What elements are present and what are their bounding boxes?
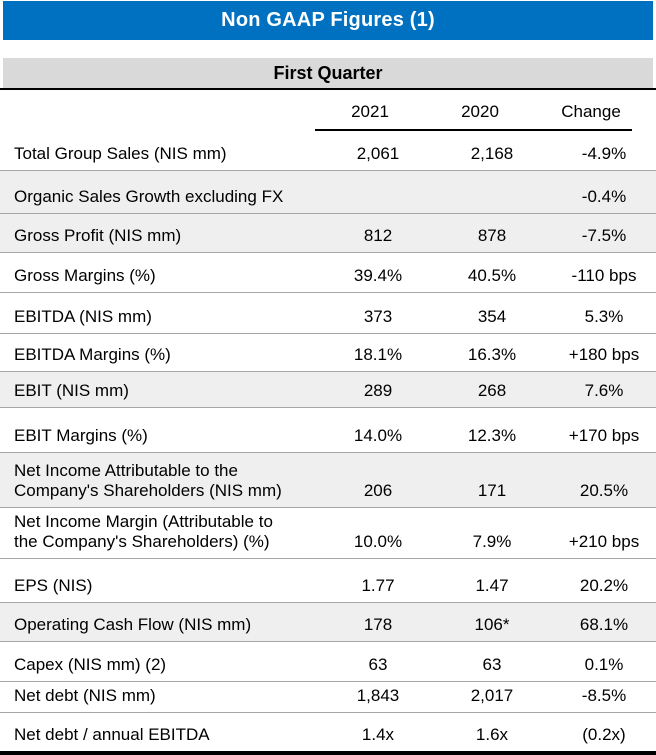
table-row: Total Group Sales (NIS mm) 2,061 2,168 -… — [0, 131, 656, 170]
period-header-band: First Quarter — [3, 58, 653, 88]
value-change: -0.4% — [581, 187, 627, 206]
value-2021: 14.0% — [353, 426, 403, 445]
table-row: Net Income Attributable to the Company's… — [0, 452, 656, 507]
row-label: Net Income Attributable to the Company's… — [14, 460, 282, 500]
spacer — [0, 40, 656, 58]
value-change: -7.5% — [581, 226, 627, 245]
value-2021: 39.4% — [353, 266, 403, 285]
row-label: EBITDA Margins (%) — [14, 344, 171, 364]
value-2021: 2,061 — [356, 144, 400, 163]
value-2021: 206 — [363, 481, 393, 500]
row-label: EBIT (NIS mm) — [14, 380, 129, 400]
value-2021: 812 — [363, 226, 393, 245]
table-row: EBITDA Margins (%) 18.1% 16.3% +180 bps — [0, 333, 656, 371]
value-change: +210 bps — [568, 532, 640, 551]
table-row: Gross Margins (%) 39.4% 40.5% -110 bps — [0, 252, 656, 292]
value-2020: 1.47 — [475, 576, 509, 595]
column-header-change: Change — [561, 102, 621, 121]
table-title-bar: Non GAAP Figures (1) — [3, 1, 653, 40]
value-change: 20.2% — [579, 576, 629, 595]
value-2020: 40.5% — [467, 266, 517, 285]
value-2020: 12.3% — [467, 426, 517, 445]
row-label: Gross Margins (%) — [14, 265, 156, 285]
table-title: Non GAAP Figures (1) — [221, 9, 435, 31]
value-2021: 178 — [363, 615, 393, 634]
value-2021: 289 — [363, 381, 393, 400]
row-label: Organic Sales Growth excluding FX — [14, 186, 284, 206]
value-change: +170 bps — [568, 426, 640, 445]
table-row: Net debt (NIS mm) 1,843 2,017 -8.5% — [0, 681, 656, 712]
value-2020: 2,017 — [470, 686, 514, 705]
value-change: 68.1% — [579, 615, 629, 634]
period-header: First Quarter — [273, 62, 383, 83]
value-change: (0.2x) — [582, 725, 626, 744]
value-2020: 171 — [477, 481, 507, 500]
table-row: Operating Cash Flow (NIS mm) 178 106* 68… — [0, 602, 656, 641]
value-2020: 2,168 — [470, 144, 514, 163]
table-row: Gross Profit (NIS mm) 812 878 -7.5% — [0, 213, 656, 252]
row-label: Net Income Margin (Attributable to the C… — [14, 511, 273, 551]
header-underline — [315, 129, 632, 131]
value-2020: 16.3% — [467, 345, 517, 364]
table-row: EPS (NIS) 1.77 1.47 20.2% — [0, 558, 656, 602]
value-change: 0.1% — [584, 655, 624, 674]
row-label: Gross Profit (NIS mm) — [14, 225, 182, 245]
value-change: 20.5% — [579, 481, 629, 500]
value-2020: 63 — [482, 655, 502, 674]
value-change: -110 bps — [571, 266, 637, 285]
value-2020: 268 — [477, 381, 507, 400]
table-row: EBITDA (NIS mm) 373 354 5.3% — [0, 292, 656, 333]
column-header-2021: 2021 — [351, 102, 389, 121]
value-2021: 373 — [363, 307, 393, 326]
value-change: 7.6% — [584, 381, 624, 400]
table-body: Total Group Sales (NIS mm) 2,061 2,168 -… — [0, 131, 656, 751]
row-label: EPS (NIS) — [14, 575, 93, 595]
value-2021 — [320, 207, 436, 213]
row-label: Operating Cash Flow (NIS mm) — [14, 614, 252, 634]
value-2021: 10.0% — [353, 532, 403, 551]
value-2020: 1.6x — [475, 725, 509, 744]
value-2020: 878 — [477, 226, 507, 245]
table-row: EBIT Margins (%) 14.0% 12.3% +170 bps — [0, 407, 656, 452]
value-change: +180 bps — [568, 345, 640, 364]
row-label: EBIT Margins (%) — [14, 425, 148, 445]
row-label: Net debt (NIS mm) — [14, 685, 156, 705]
row-label: Capex (NIS mm) (2) — [14, 654, 167, 674]
row-label: EBITDA (NIS mm) — [14, 306, 152, 326]
table-row: EBIT (NIS mm) 289 268 7.6% — [0, 371, 656, 407]
row-label: Total Group Sales (NIS mm) — [14, 143, 227, 163]
table-row: Organic Sales Growth excluding FX -0.4% — [0, 170, 656, 213]
column-header-2020: 2020 — [461, 102, 499, 121]
column-header-row: 2021 2020 Change — [0, 90, 656, 131]
value-2021: 1.4x — [361, 725, 395, 744]
value-2020: 354 — [477, 307, 507, 326]
value-change: -8.5% — [581, 686, 627, 705]
table-row: Net Income Margin (Attributable to the C… — [0, 507, 656, 558]
value-2021: 1,843 — [356, 686, 400, 705]
table-row: Capex (NIS mm) (2) 63 63 0.1% — [0, 641, 656, 681]
value-2020: 7.9% — [472, 532, 512, 551]
value-2020 — [436, 207, 548, 213]
table-bottom-rule — [0, 751, 656, 755]
value-2021: 18.1% — [353, 345, 403, 364]
table-row: Net debt / annual EBITDA 1.4x 1.6x (0.2x… — [0, 712, 656, 751]
period-divider-rule — [0, 88, 656, 90]
value-2020: 106* — [474, 615, 510, 634]
value-change: 5.3% — [584, 307, 624, 326]
value-2021: 1.77 — [361, 576, 395, 595]
value-change: -4.9% — [581, 144, 627, 163]
row-label: Net debt / annual EBITDA — [14, 724, 210, 744]
value-2021: 63 — [368, 655, 388, 674]
